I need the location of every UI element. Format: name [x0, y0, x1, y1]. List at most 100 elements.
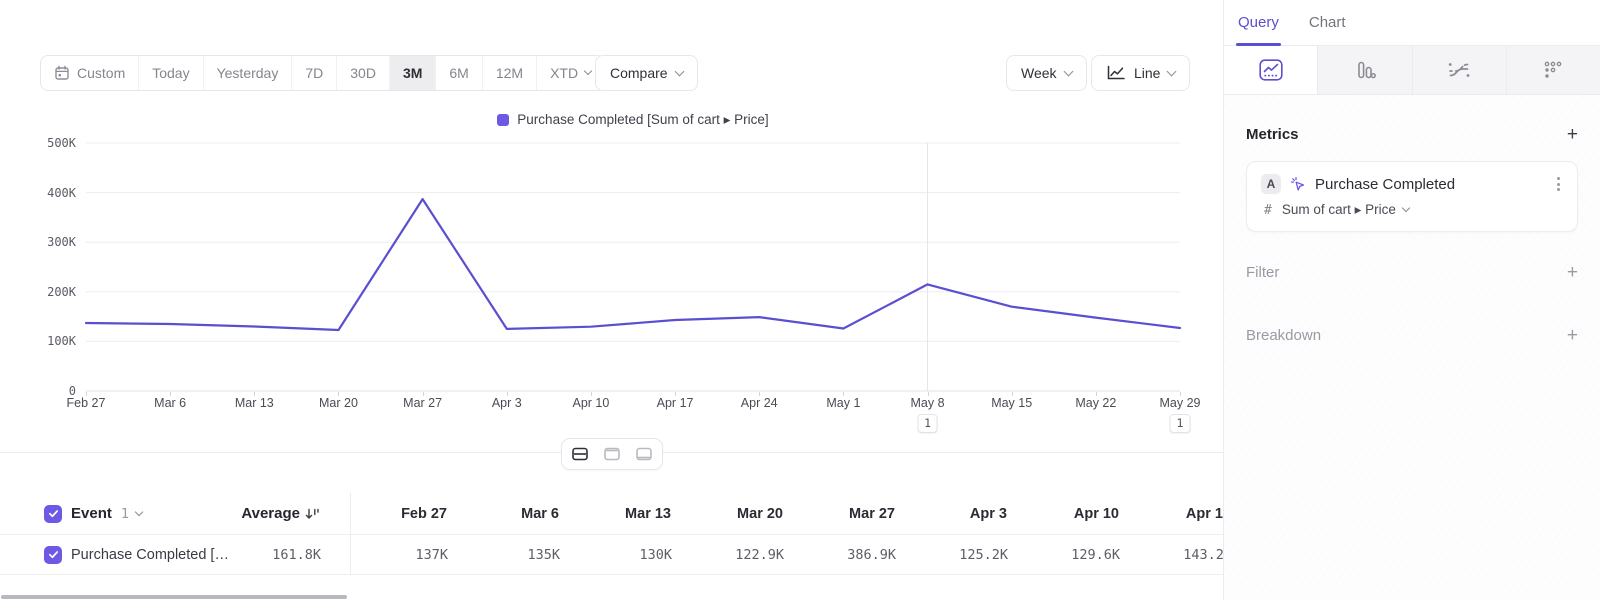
chevron-down-icon	[1167, 66, 1177, 76]
table-column-header: Feb 27	[401, 505, 447, 522]
numeric-property-icon: #	[1264, 202, 1272, 218]
x-tick-label: Feb 27	[66, 396, 106, 410]
flow-icon	[1448, 63, 1470, 77]
query-sidebar: Query Chart	[1223, 0, 1600, 600]
metric-card[interactable]: A Purchase Completed # Sum of cart ▸ Pri…	[1246, 161, 1578, 232]
table-column-header: Mar 27	[849, 505, 895, 522]
tab-query-label: Query	[1238, 14, 1279, 31]
x-tick	[1180, 392, 1181, 396]
chevron-down-icon[interactable]	[134, 507, 144, 516]
x-tick-label: May 8	[910, 396, 945, 410]
calendar-icon	[55, 65, 69, 80]
line-chart[interactable]	[84, 142, 1182, 392]
x-tick	[170, 392, 172, 396]
range-label: Today	[152, 65, 190, 81]
annotation-badge[interactable]: 1	[917, 414, 938, 433]
chart-type-button[interactable]: Line	[1091, 55, 1191, 91]
table-only-button[interactable]	[629, 442, 659, 466]
table-cell-value: 135K	[527, 546, 560, 563]
retention-icon	[1545, 61, 1562, 78]
table-cell-value: 386.9K	[847, 546, 896, 563]
y-tick-label: 0	[68, 384, 76, 398]
granularity-label: Week	[1021, 65, 1057, 81]
table-column-header: Mar 20	[737, 505, 783, 522]
range-7d[interactable]: 7D	[291, 56, 336, 90]
aggregation-label: Sum of cart ▸ Price	[1281, 202, 1396, 217]
bar-chart-icon	[1358, 61, 1376, 79]
line-chart-icon	[1106, 65, 1126, 81]
aggregation-selector[interactable]: Sum of cart ▸ Price	[1281, 202, 1411, 218]
metrics-title: Metrics	[1246, 126, 1299, 143]
x-tick-label: Apr 10	[572, 396, 610, 410]
x-tick	[86, 392, 87, 396]
click-event-icon	[1290, 176, 1306, 192]
legend-swatch	[497, 114, 510, 126]
x-tick-label: Mar 6	[154, 396, 187, 410]
x-tick-label: Mar 27	[403, 396, 443, 410]
range-6m[interactable]: 6M	[435, 56, 481, 90]
compare-button[interactable]: Compare	[595, 55, 698, 91]
table-row[interactable]: Purchase Completed [Sum of cart ▸ Price]…	[0, 535, 1223, 575]
x-tick	[590, 392, 592, 396]
y-tick-label: 100K	[47, 334, 76, 349]
split-view-icon	[572, 447, 588, 461]
x-tick	[1095, 392, 1097, 396]
range-30d[interactable]: 30D	[336, 56, 389, 90]
range-label: 6M	[449, 65, 469, 81]
add-metric-button[interactable]: +	[1566, 124, 1578, 145]
table-cell-value: 130K	[639, 546, 672, 563]
chart-type-bar[interactable]	[1317, 46, 1412, 94]
table-cell-value: 129.6K	[1071, 546, 1120, 563]
x-tick-label: Apr 3	[491, 396, 522, 410]
add-filter-button[interactable]: +	[1566, 262, 1578, 283]
chart-type-retention[interactable]	[1505, 46, 1600, 94]
granularity-button[interactable]: Week	[1006, 55, 1087, 91]
filter-title: Filter	[1246, 264, 1280, 281]
chart-type-trend[interactable]	[1224, 46, 1318, 94]
range-12m[interactable]: 12M	[481, 56, 536, 90]
chart-legend: Purchase Completed [Sum of cart ▸ Price]	[86, 112, 1180, 128]
range-label: 30D	[350, 65, 376, 81]
tab-query[interactable]: Query	[1236, 0, 1281, 46]
x-tick	[675, 392, 677, 396]
tab-chart[interactable]: Chart	[1309, 0, 1346, 45]
x-tick	[1011, 392, 1013, 396]
kebab-menu-icon[interactable]	[1554, 174, 1563, 194]
range-label: 12M	[495, 65, 524, 81]
chart-type-flow[interactable]	[1411, 46, 1506, 94]
chart-type-strip	[1224, 46, 1600, 95]
x-tick	[422, 392, 424, 396]
y-tick-label: 500K	[47, 136, 76, 150]
table-cell-value: 122.9K	[735, 546, 784, 563]
check-icon	[48, 551, 58, 559]
range-xtd[interactable]: XTD	[536, 56, 604, 90]
column-divider	[350, 493, 351, 575]
add-breakdown-button[interactable]: +	[1566, 325, 1578, 346]
scrollbar-thumb[interactable]	[1, 595, 347, 599]
table-cell-value: 143.2K	[1183, 546, 1223, 563]
y-tick-label: 200K	[47, 284, 76, 299]
chevron-down-icon	[1063, 66, 1073, 76]
annotation-badge[interactable]: 1	[1169, 414, 1191, 433]
range-custom[interactable]: Custom	[41, 56, 138, 90]
row-event-name: Purchase Completed [Sum of cart ▸ Price]	[71, 546, 231, 563]
event-count: 1	[120, 505, 129, 522]
table-column-header: Mar 13	[625, 505, 671, 522]
sidebar-tabs: Query Chart	[1224, 0, 1600, 46]
select-all-checkbox[interactable]	[44, 504, 62, 523]
compare-label: Compare	[610, 65, 668, 81]
chart-only-button[interactable]	[597, 442, 627, 466]
trend-icon	[1259, 59, 1283, 81]
range-yesterday[interactable]: Yesterday	[202, 56, 292, 90]
range-today[interactable]: Today	[138, 56, 202, 90]
row-checkbox[interactable]	[44, 545, 62, 564]
sort-descending-icon[interactable]	[305, 507, 320, 521]
split-view-button[interactable]	[565, 442, 595, 466]
table-column-header: Apr 3	[969, 505, 1007, 522]
y-tick-label: 400K	[47, 185, 76, 200]
x-tick	[759, 392, 761, 396]
table-cell-value: 137K	[415, 546, 448, 563]
horizontal-scrollbar[interactable]	[0, 595, 1223, 600]
x-tick-label: May 29	[1159, 396, 1201, 410]
range-3m[interactable]: 3M	[388, 56, 436, 90]
